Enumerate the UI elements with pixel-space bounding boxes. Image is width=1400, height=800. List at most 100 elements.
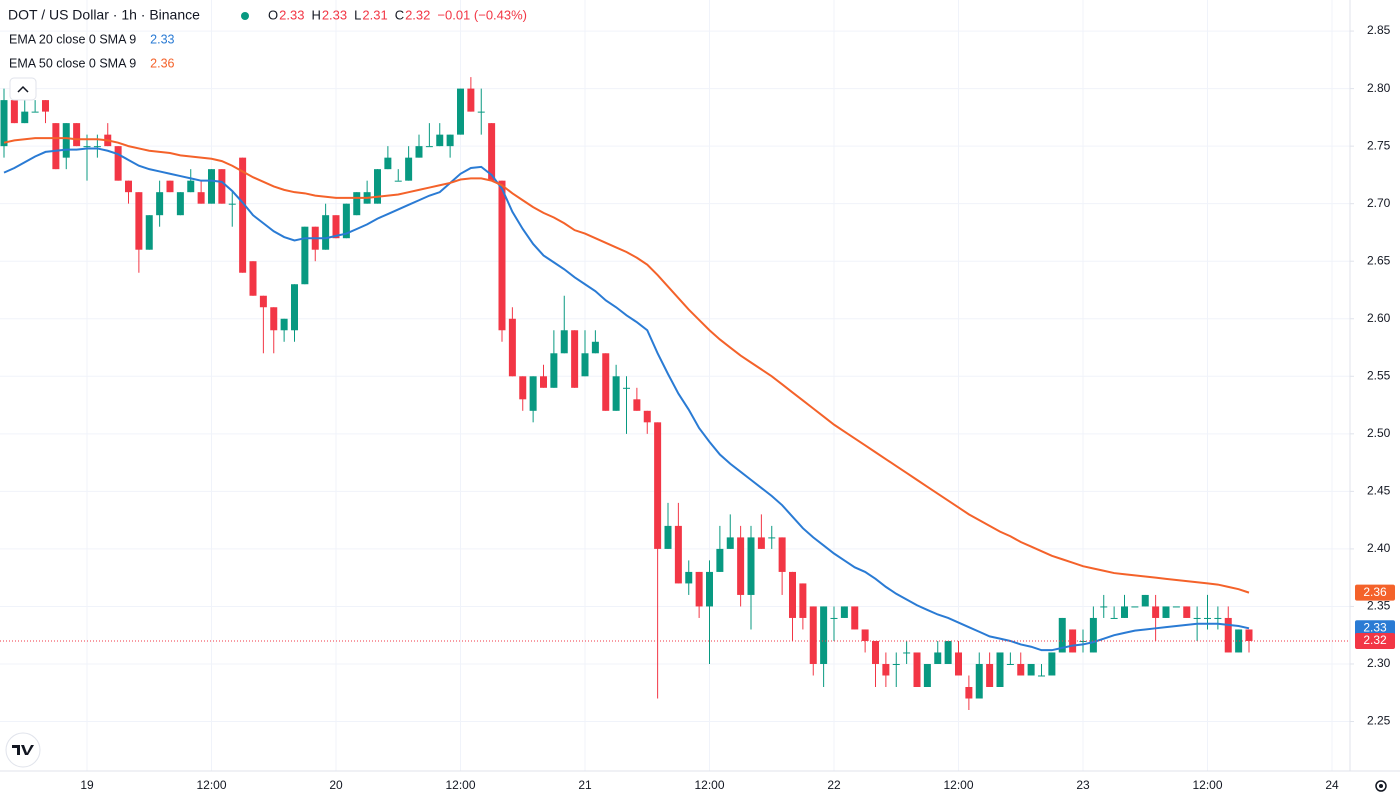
symbol-title[interactable]: DOT / US Dollar · 1h · Binance (8, 7, 200, 23)
x-tick-label: 22 (827, 778, 841, 792)
candle-body (208, 169, 215, 204)
candle-body (21, 111, 29, 124)
candle-body (1089, 617, 1097, 653)
candle-body (197, 192, 205, 204)
candle-body (291, 284, 298, 331)
candle-body (135, 192, 143, 250)
candle-body (664, 525, 672, 549)
candle-body (156, 192, 164, 216)
collapse-button[interactable] (9, 77, 37, 101)
candle-body (571, 330, 579, 388)
ohlc-value: 2.33 (322, 7, 347, 22)
candle-body (73, 123, 81, 147)
ohlc-label: L (354, 7, 361, 22)
candle-body (934, 652, 942, 664)
ema-line (3, 137, 1250, 594)
last-price-tag-bg (1355, 632, 1395, 649)
candle-body (415, 146, 423, 158)
candle-body (986, 663, 994, 687)
candle-body (955, 652, 962, 676)
candle-body (374, 169, 381, 204)
candle-body (218, 169, 226, 204)
indicator-value: 2.36 (150, 56, 174, 70)
candle-body (674, 525, 682, 584)
candle-body (446, 134, 454, 147)
gear[interactable] (1375, 780, 1387, 792)
last-price-tag: 2.32 (1363, 633, 1387, 647)
candle-body (685, 571, 693, 584)
y-tick-label: 2.50 (1367, 426, 1391, 440)
candle-body (467, 88, 475, 112)
y-tick-label: 2.40 (1367, 541, 1391, 555)
candle-body (965, 686, 973, 699)
candle-body (425, 146, 433, 148)
candle-body (83, 146, 91, 148)
candle-body (488, 123, 496, 181)
candle-body (975, 663, 983, 699)
candle-body (0, 100, 8, 147)
candle-body (820, 606, 828, 664)
logo-mark (12, 745, 34, 755)
y-tick-label: 2.30 (1367, 656, 1391, 670)
candle-body (1038, 675, 1045, 677)
x-tick-label: 21 (578, 778, 592, 792)
ohlc-label: O (268, 7, 278, 22)
x-tick-label: 12:00 (943, 778, 973, 792)
candle-body (923, 663, 931, 687)
candle-body (384, 157, 392, 170)
candle-body (353, 192, 361, 216)
candle-body (1224, 617, 1232, 653)
candle-body (394, 180, 402, 182)
candle-body (1110, 617, 1118, 619)
candle-body (1100, 606, 1108, 608)
candle-body (892, 663, 900, 665)
y-tick-label: 2.85 (1367, 23, 1391, 37)
candle-body (757, 537, 765, 549)
candle-body (706, 571, 713, 607)
y-tick-label: 2.75 (1367, 138, 1391, 152)
candle-body (1131, 606, 1139, 608)
y-tick-label: 2.25 (1367, 714, 1391, 728)
candle-body (560, 330, 568, 354)
candle-body (643, 410, 651, 423)
ema-price-tag: 2.36 (1363, 585, 1387, 599)
ohlc-value: 2.31 (362, 7, 387, 22)
candle-body (830, 617, 838, 619)
y-tick-label: 2.55 (1367, 368, 1391, 382)
candle-body (1121, 606, 1128, 618)
candle-body (581, 353, 589, 377)
settings-button[interactable] (1375, 780, 1387, 792)
candle-body (591, 341, 599, 354)
candle-body (166, 180, 174, 193)
candle-body (1141, 594, 1149, 607)
candle-body (301, 226, 309, 285)
candle-body (332, 215, 340, 239)
candle-body (737, 537, 745, 595)
candle-body (882, 663, 890, 676)
candle-body (114, 146, 122, 181)
y-tick-label: 2.80 (1367, 81, 1391, 95)
candle-body (342, 203, 350, 239)
ema-line (3, 147, 1250, 652)
collapse-box[interactable] (9, 77, 37, 101)
ohlc-value: 2.32 (405, 7, 430, 22)
candle-body (477, 111, 485, 113)
indicator-value: 2.33 (150, 32, 174, 46)
tv-logo[interactable] (5, 732, 41, 768)
candle-body (519, 376, 527, 400)
y-tick-label: 2.65 (1367, 253, 1391, 267)
collapse-icon (17, 85, 29, 93)
candle-body (239, 157, 247, 273)
candle-body (612, 376, 620, 411)
candle-body (778, 537, 786, 572)
x-tick-label: 20 (329, 778, 343, 792)
candle-body (1058, 617, 1066, 653)
candle-body (10, 100, 18, 124)
candle-body (1193, 617, 1201, 619)
candle-body (529, 376, 537, 411)
candle-body (716, 548, 724, 572)
candle-body (508, 318, 516, 377)
y-tick-label: 2.45 (1367, 484, 1391, 498)
